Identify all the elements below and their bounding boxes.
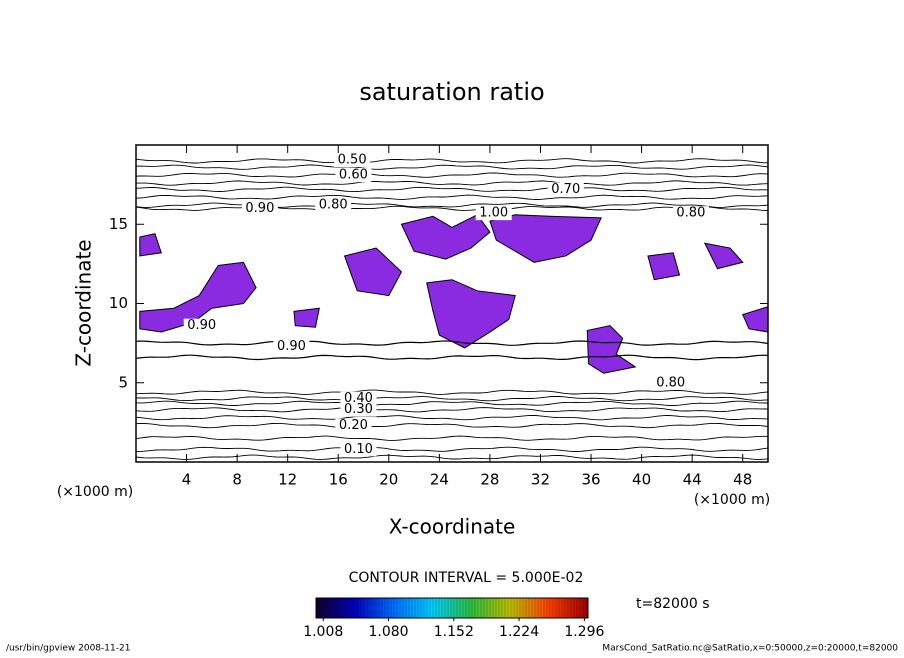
contour-label: 0.80 — [676, 206, 705, 221]
supersaturated-region — [293, 307, 320, 328]
time-label: t=82000 s — [636, 596, 710, 612]
supersaturated-region — [343, 247, 403, 297]
x-tick-label: 8 — [232, 471, 242, 489]
supersaturated-region — [742, 305, 769, 333]
contour-line — [135, 395, 769, 402]
x-tick-label: 36 — [581, 471, 600, 489]
chart-title: saturation ratio — [359, 78, 544, 106]
contour-line — [135, 389, 769, 395]
footer-right: MarsCond_SatRatio.nc@SatRatio,x=0:50000,… — [602, 644, 898, 654]
footer-left: /usr/bin/gpview 2008-11-21 — [6, 644, 130, 654]
x-units: (×1000 m) — [694, 492, 770, 508]
contour-line — [135, 340, 769, 346]
contour-label-bg — [547, 182, 584, 197]
contour-line — [135, 164, 769, 170]
supersaturated-region — [139, 261, 257, 333]
x-tick-label: 28 — [480, 471, 499, 489]
contour-label: 0.90 — [245, 201, 274, 216]
contour-label: 0.20 — [339, 418, 368, 433]
contour-line — [135, 194, 769, 200]
contour-label: 1.00 — [479, 206, 508, 221]
x-tick-label: 40 — [632, 471, 651, 489]
contour-label: 0.50 — [338, 153, 367, 168]
contour-line — [135, 435, 769, 441]
x-tick-label: 4 — [182, 471, 192, 489]
x-tick-label: 48 — [733, 471, 752, 489]
contour-line — [135, 454, 769, 460]
contour-label-bg — [334, 153, 371, 168]
y-tick-label: 10 — [109, 294, 128, 312]
supersaturated-region — [489, 214, 602, 263]
contour-label-bg — [340, 442, 377, 457]
contour-label-bg — [241, 201, 278, 216]
colorbar-tick-label: 1.224 — [499, 624, 539, 640]
contour-line — [136, 400, 768, 406]
colorbar-tick-label: 1.152 — [434, 624, 474, 640]
contour-label-bg — [340, 391, 377, 406]
contour-label-bg — [315, 198, 352, 213]
contour-interval: CONTOUR INTERVAL = 5.000E-02 — [349, 570, 584, 586]
x-tick-label: 12 — [278, 471, 297, 489]
contour-line — [135, 422, 769, 429]
supersaturated-region — [400, 214, 491, 260]
contour-label-bg — [340, 402, 377, 417]
supersaturated-region — [586, 325, 637, 374]
contour-label-bg — [335, 168, 372, 183]
contour-label: 0.90 — [187, 318, 216, 333]
contour-label: 0.60 — [339, 168, 368, 183]
supersaturated-region — [139, 233, 162, 257]
colorbar-tick-label: 1.080 — [368, 624, 408, 640]
y-axis-label: Z-coordinate — [72, 239, 96, 366]
contour-label: 0.30 — [344, 402, 373, 417]
colorbar-tick-label: 1.008 — [303, 624, 343, 640]
contour-label: 0.80 — [319, 198, 348, 213]
contour-label: 0.70 — [551, 182, 580, 197]
x-units: (×1000 m) — [57, 484, 133, 500]
contour-line — [136, 180, 769, 186]
x-tick-label: 20 — [379, 471, 398, 489]
supersaturated-region — [426, 279, 516, 349]
contour-label-bg — [672, 206, 709, 221]
contour-line — [135, 186, 768, 193]
contour-label-bg — [335, 418, 372, 433]
x-tick-label: 16 — [329, 471, 348, 489]
contour-label-bg — [183, 318, 220, 333]
contour-line — [135, 205, 769, 212]
contour-line — [135, 354, 769, 361]
y-tick-label: 5 — [118, 373, 128, 391]
contour-label: 0.80 — [656, 375, 685, 390]
contour-label: 0.90 — [277, 339, 306, 354]
y-tick-label: 15 — [109, 215, 128, 233]
contour-line — [135, 446, 769, 452]
colorbar — [315, 597, 589, 619]
x-axis-label: X-coordinate — [389, 515, 516, 539]
supersaturated-region — [647, 252, 681, 281]
x-tick-label: 24 — [430, 471, 449, 489]
x-tick-label: 32 — [531, 471, 550, 489]
supersaturated-region — [703, 242, 744, 270]
contour-line — [135, 407, 769, 413]
contour-label-bg — [475, 206, 512, 221]
colorbar-tick-label: 1.296 — [564, 624, 604, 640]
contour-label: 0.10 — [344, 442, 373, 457]
contour-line — [135, 202, 769, 208]
contour-label-bg — [652, 375, 689, 390]
contour-line — [135, 172, 769, 178]
contour-line — [135, 414, 769, 421]
x-tick-label: 44 — [683, 471, 702, 489]
contour-line — [135, 158, 768, 164]
contour-label: 0.40 — [344, 391, 373, 406]
contour-label-bg — [273, 339, 310, 354]
